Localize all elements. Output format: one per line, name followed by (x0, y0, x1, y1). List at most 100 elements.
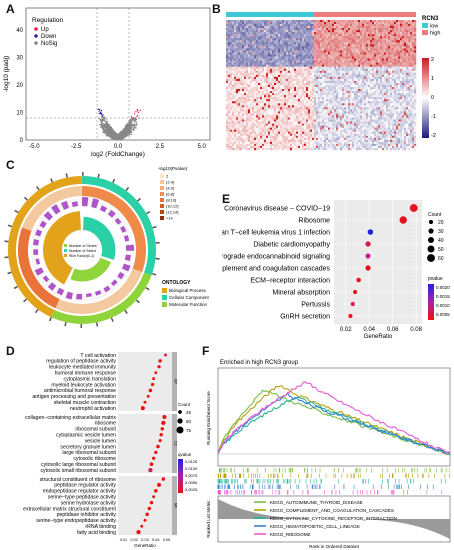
heatmap-cell (326, 44, 329, 47)
heatmap-cell (326, 68, 329, 71)
volcano-point (114, 135, 117, 138)
heatmap-cell (396, 48, 399, 51)
heatmap-cell (362, 20, 365, 23)
heatmap-cell (296, 42, 299, 45)
heatmap-cell (404, 36, 407, 39)
heatmap-cell (388, 36, 391, 39)
heatmap-cell (304, 44, 307, 47)
heatmap-cell (348, 58, 351, 61)
heatmap-cell (348, 87, 351, 90)
heatmap-cell (322, 38, 325, 41)
heatmap-cell (366, 22, 369, 25)
heatmap-cell (246, 40, 249, 43)
heatmap-cell (240, 85, 243, 88)
heatmap-cell (318, 64, 321, 67)
heatmap-cell (248, 28, 251, 31)
heatmap-cell (234, 20, 237, 23)
heatmap-cell (352, 46, 355, 49)
volcano-point (107, 135, 109, 137)
heatmap-cell (388, 48, 391, 51)
heatmap-cell (322, 54, 325, 57)
heatmap-cell (342, 87, 345, 90)
volcano-point (136, 108, 139, 111)
heatmap-cell (316, 85, 319, 88)
heatmap-cell (380, 50, 383, 53)
heatmap-cell (296, 68, 299, 71)
heatmap-cell (296, 28, 299, 31)
heatmap-cell (290, 64, 293, 67)
heatmap-cell (272, 56, 275, 59)
heatmap-cell (314, 70, 317, 74)
heatmap-cell (384, 85, 387, 88)
heatmap-cell (352, 72, 355, 76)
heatmap-cell (364, 68, 367, 71)
heatmap-cell (250, 82, 253, 86)
volcano-point (109, 129, 111, 131)
heatmap-cell (238, 24, 241, 27)
heatmap-cell (230, 44, 233, 47)
heatmap-cell (264, 58, 267, 61)
heatmap-cell (354, 44, 357, 47)
heatmap-cell (388, 52, 391, 55)
heatmap-cell (282, 82, 285, 86)
heatmap-cell (340, 56, 343, 59)
heatmap-cell (386, 56, 389, 59)
heatmap-cell (254, 26, 257, 29)
heatmap-cell (254, 82, 257, 86)
heatmap-cell (304, 22, 307, 25)
heatmap-cell (272, 36, 275, 39)
heatmap-cell (374, 87, 377, 90)
volcano-xtick: 0.0 (114, 144, 123, 150)
heatmap-cell (306, 87, 309, 90)
heatmap-cell (318, 42, 321, 45)
heatmap-cell (410, 72, 413, 76)
heatmap-cell (364, 72, 367, 76)
heatmap-cell (324, 30, 327, 33)
heatmap-cell (344, 24, 347, 27)
heatmap-cell (342, 46, 345, 49)
heatmap-cell (298, 50, 301, 53)
heatmap-cell (284, 50, 287, 53)
heatmap-cell (344, 34, 347, 37)
heatmap-cell (250, 20, 253, 23)
heatmap-cell (348, 70, 351, 74)
heatmap-cell (258, 74, 261, 78)
heatmap-cell (258, 22, 261, 25)
heatmap-cell (260, 80, 263, 84)
heatmap-cell (318, 58, 321, 61)
heatmap-cell (388, 74, 391, 78)
heatmap-cell (358, 54, 361, 57)
heatmap-cell (384, 70, 387, 74)
heatmap-cell (354, 46, 357, 49)
heatmap-cell (326, 26, 329, 29)
heatmap-cell (292, 58, 295, 61)
heatmap-cell (240, 64, 243, 67)
heatmap-cell (280, 76, 283, 80)
heatmap-cell (366, 42, 369, 45)
volcano-points (97, 108, 141, 141)
heatmap-cell (260, 56, 263, 59)
heatmap-cell (378, 62, 381, 65)
heatmap-cell (280, 28, 283, 31)
heatmap-cell (392, 62, 395, 65)
heatmap-cell (258, 34, 261, 37)
heatmap-cell (384, 62, 387, 65)
heatmap-cell (328, 85, 331, 88)
heatmap-cell (322, 89, 325, 92)
heatmap-cell (296, 40, 299, 43)
heatmap-cell (370, 60, 373, 63)
volcano-point (125, 132, 127, 135)
heatmap-cell (340, 54, 343, 57)
heatmap-cell (390, 68, 393, 71)
volcano-point (122, 134, 124, 136)
heatmap-cell (338, 40, 341, 43)
heatmap-cell (290, 44, 293, 47)
heatmap-cell (324, 62, 327, 65)
heatmap-cell (378, 72, 381, 76)
heatmap-cell (388, 50, 391, 53)
heatmap-cell (248, 40, 251, 43)
heatmap-cell (330, 72, 333, 76)
heatmap-cell (278, 72, 281, 76)
heatmap-cell (252, 28, 255, 31)
heatmap-cell (358, 46, 361, 49)
